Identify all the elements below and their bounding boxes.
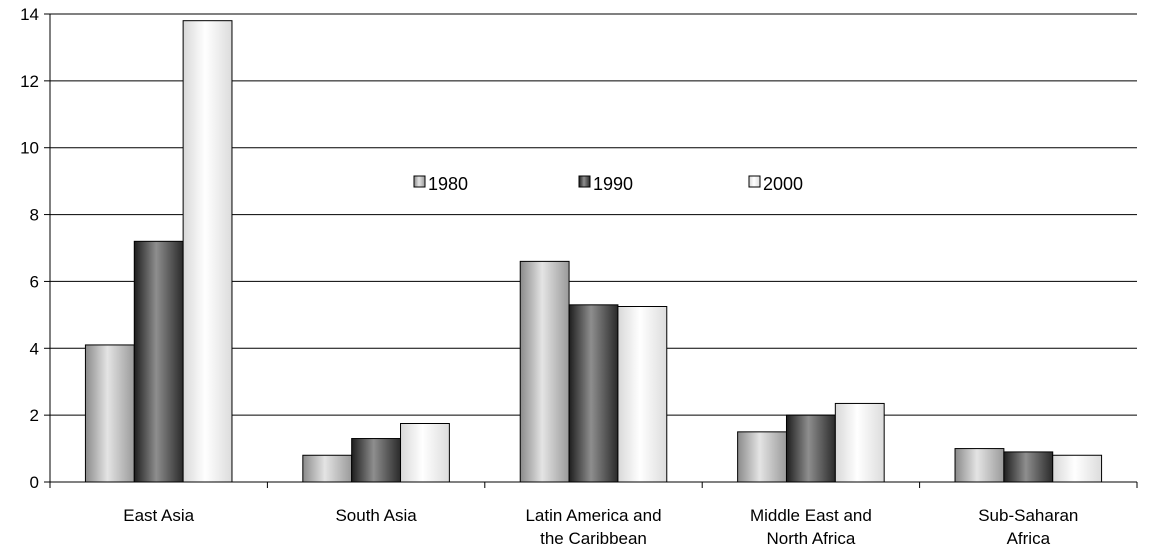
bar-2000-0 bbox=[182, 20, 233, 483]
y-tick-label: 4 bbox=[30, 339, 39, 358]
legend-swatch-1990 bbox=[578, 175, 591, 188]
y-tick-label: 2 bbox=[30, 406, 39, 425]
y-tick-label: 6 bbox=[30, 272, 39, 291]
y-tick-label: 12 bbox=[20, 72, 39, 91]
bar-1980-1 bbox=[302, 454, 353, 483]
bar-1980-2 bbox=[519, 260, 570, 483]
bar-1980-3 bbox=[737, 431, 787, 483]
y-tick-label: 10 bbox=[20, 139, 39, 158]
bar-2000-4 bbox=[1052, 454, 1103, 483]
y-tick-label: 8 bbox=[30, 206, 39, 225]
bar-1990-4 bbox=[1003, 451, 1054, 483]
legend-swatch-1980 bbox=[413, 175, 426, 188]
bar-2000-3 bbox=[834, 402, 885, 483]
bar-1990-0 bbox=[133, 240, 184, 483]
bars bbox=[84, 20, 1103, 483]
y-tick-label: 0 bbox=[30, 473, 39, 492]
category-label: Middle East and bbox=[750, 506, 872, 525]
legend-label-1990: 1990 bbox=[593, 174, 633, 194]
bar-1980-4 bbox=[954, 448, 1005, 483]
bar-1980-0 bbox=[84, 344, 135, 483]
legend: 1980 1990 2000 bbox=[413, 174, 803, 194]
category-label: East Asia bbox=[123, 506, 194, 525]
category-label: the Caribbean bbox=[540, 529, 647, 548]
bar-2000-2 bbox=[617, 306, 668, 483]
category-label: South Asia bbox=[335, 506, 417, 525]
category-label: North Africa bbox=[766, 529, 855, 548]
legend-label-1980: 1980 bbox=[428, 174, 468, 194]
bar-1990-1 bbox=[351, 438, 402, 483]
category-label: Africa bbox=[1007, 529, 1051, 548]
bar-1990-3 bbox=[785, 414, 836, 483]
legend-label-2000: 2000 bbox=[763, 174, 803, 194]
category-label: Sub-Saharan bbox=[978, 506, 1078, 525]
bar-2000-1 bbox=[400, 423, 450, 483]
y-tick-label: 14 bbox=[20, 5, 39, 24]
axis-labels: 0 2 4 6 8 10 12 14 East Asia South Asia Latin Amer… bbox=[20, 5, 1078, 548]
bar-1990-2 bbox=[568, 304, 619, 483]
category-label: Latin America and bbox=[525, 506, 661, 525]
legend-swatch-2000 bbox=[748, 175, 761, 188]
